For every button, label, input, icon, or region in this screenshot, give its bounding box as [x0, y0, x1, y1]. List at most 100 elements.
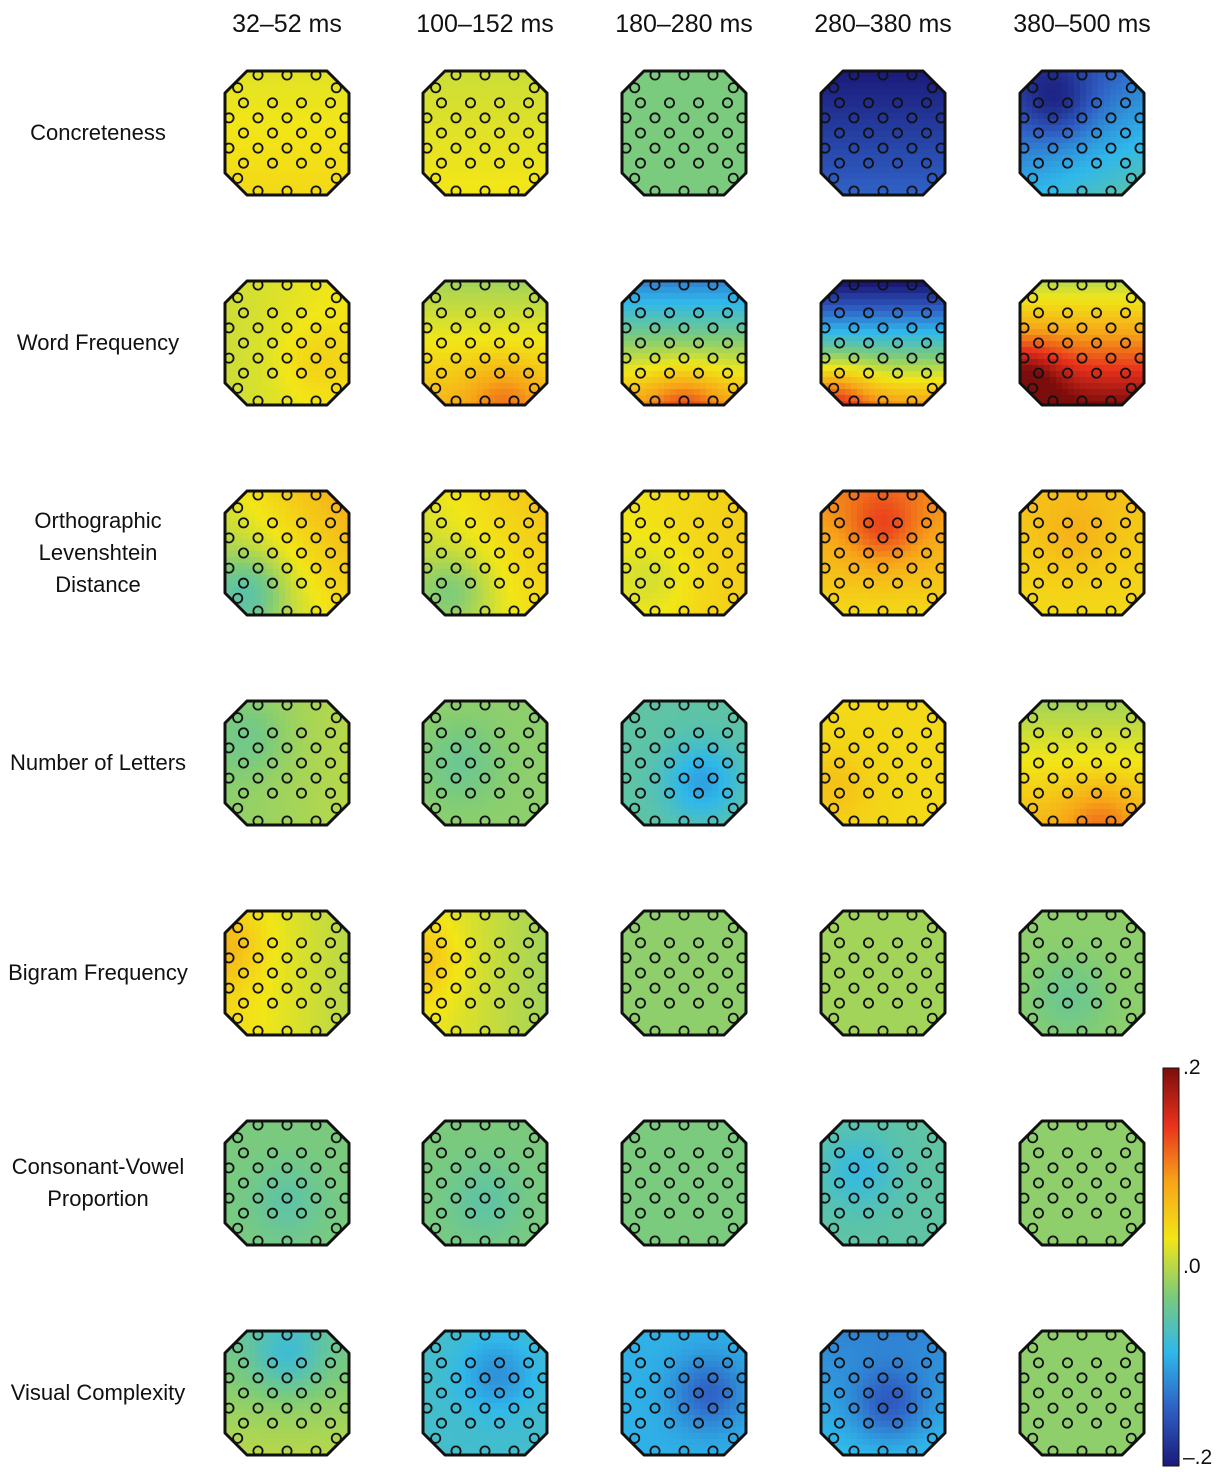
electrode-marker — [508, 1372, 520, 1384]
electrode-marker — [1090, 967, 1102, 979]
electrode-marker — [528, 1012, 540, 1024]
electrode-marker — [877, 532, 889, 544]
electrode-marker — [479, 1372, 491, 1384]
electrode-marker — [620, 1372, 632, 1384]
electrode-marker — [493, 757, 505, 769]
electrode-marker — [935, 1372, 947, 1384]
electrode-marker — [252, 1402, 264, 1414]
electrode-marker — [1120, 727, 1132, 739]
electrode-marker — [649, 69, 661, 81]
electrode-marker — [1090, 97, 1102, 109]
electrode-marker — [848, 562, 860, 574]
electrode-marker — [523, 367, 535, 379]
electrode-marker — [421, 1372, 433, 1384]
topomap — [620, 489, 748, 617]
electrode-marker — [678, 772, 690, 784]
electrode-marker — [877, 1192, 889, 1204]
electrode-marker — [1090, 1387, 1102, 1399]
topomap — [1018, 1329, 1146, 1457]
electrode-marker — [1061, 157, 1073, 169]
electrode-marker — [1090, 997, 1102, 1009]
topomap — [620, 699, 748, 827]
electrode-marker — [692, 367, 704, 379]
electrode-marker — [310, 909, 322, 921]
electrode-marker — [1076, 185, 1088, 197]
electrode-marker — [921, 1207, 933, 1219]
electrode-marker — [1076, 1329, 1088, 1341]
electrode-marker — [906, 815, 918, 827]
electrode-marker — [1105, 742, 1117, 754]
electrode-marker — [281, 1235, 293, 1247]
electrode-marker — [430, 922, 442, 934]
electrode-marker — [736, 562, 748, 574]
electrode-marker — [1047, 1329, 1059, 1341]
electrode-marker — [430, 292, 442, 304]
electrode-marker — [523, 937, 535, 949]
electrode-marker — [722, 1207, 734, 1219]
electrode-marker — [479, 1235, 491, 1247]
electrode-marker — [1105, 489, 1117, 501]
electrode-marker — [1027, 712, 1039, 724]
electrode-marker — [819, 562, 831, 574]
electrode-marker — [663, 787, 675, 799]
electrode-marker — [707, 909, 719, 921]
electrode-marker — [862, 517, 874, 529]
electrode-marker — [1018, 982, 1030, 994]
electrode-marker — [692, 967, 704, 979]
electrode-marker — [281, 352, 293, 364]
electrode-marker — [479, 982, 491, 994]
electrode-marker — [1125, 922, 1137, 934]
electrode-marker — [862, 787, 874, 799]
electrode-marker — [629, 802, 641, 814]
electrode-marker — [692, 727, 704, 739]
electrode-marker — [828, 802, 840, 814]
electrode-marker — [339, 142, 351, 154]
electrode-marker — [663, 1207, 675, 1219]
electrode-marker — [330, 1132, 342, 1144]
colorbar-tick-label: .2 — [1183, 1056, 1201, 1079]
electrode-marker — [1047, 742, 1059, 754]
electrode-marker — [635, 157, 647, 169]
electrode-marker — [493, 1417, 505, 1429]
electrode-marker — [325, 1207, 337, 1219]
electrode-marker — [430, 802, 442, 814]
electrode-marker — [252, 69, 264, 81]
electrode-marker — [232, 922, 244, 934]
electrode-marker — [479, 185, 491, 197]
electrode-marker — [620, 532, 632, 544]
electrode-marker — [1134, 1402, 1146, 1414]
electrode-marker — [722, 757, 734, 769]
electrode-marker — [493, 337, 505, 349]
electrode-marker — [649, 742, 661, 754]
electrode-marker — [707, 1119, 719, 1131]
electrode-marker — [635, 337, 647, 349]
electrode-marker — [1134, 112, 1146, 124]
electrode-marker — [310, 1162, 322, 1174]
electrode-marker — [537, 112, 549, 124]
electrode-marker — [493, 1387, 505, 1399]
electrode-marker — [1047, 982, 1059, 994]
topomap — [819, 69, 947, 197]
electrode-marker — [921, 517, 933, 529]
electrode-marker — [266, 997, 278, 1009]
electrode-marker — [828, 922, 840, 934]
electrode-marker — [1033, 1177, 1045, 1189]
electrode-marker — [252, 1192, 264, 1204]
electrode-marker — [1120, 97, 1132, 109]
electrode-marker — [310, 395, 322, 407]
electrode-marker — [450, 1162, 462, 1174]
electrode-marker — [421, 1402, 433, 1414]
electrode-marker — [635, 727, 647, 739]
electrode-marker — [877, 772, 889, 784]
electrode-marker — [828, 82, 840, 94]
electrode-marker — [1018, 532, 1030, 544]
electrode-marker — [232, 1432, 244, 1444]
electrode-marker — [828, 592, 840, 604]
electrode-marker — [707, 1025, 719, 1037]
electrode-marker — [523, 127, 535, 139]
electrode-marker — [877, 1025, 889, 1037]
electrode-marker — [310, 982, 322, 994]
electrode-marker — [310, 1119, 322, 1131]
electrode-marker — [926, 382, 938, 394]
electrode-marker — [649, 909, 661, 921]
